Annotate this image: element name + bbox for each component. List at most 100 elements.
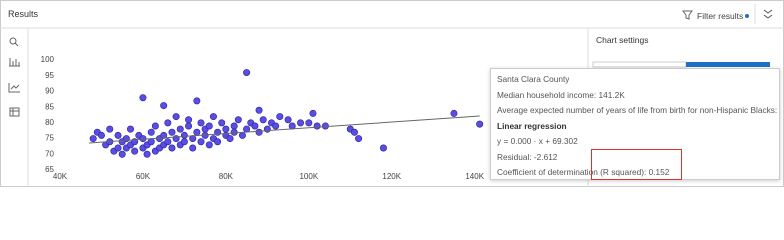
point <box>450 109 458 117</box>
y-tick-label: 65 <box>45 165 54 174</box>
point <box>147 138 155 146</box>
point <box>205 141 213 149</box>
point <box>172 113 180 121</box>
x-tick-label: 60K <box>136 172 151 181</box>
point <box>89 135 97 143</box>
x-tick-label: 40K <box>53 172 68 181</box>
page: 65 70 75 80 85 90 95 100 40K 60K 80K 100K 120K 140K R… <box>0 0 784 187</box>
point <box>205 122 213 130</box>
point <box>143 150 151 158</box>
point <box>127 125 135 133</box>
filter-icon[interactable] <box>682 10 693 20</box>
tooltip-title: Santa Clara County <box>497 74 570 84</box>
bar-icon[interactable] <box>9 58 20 67</box>
point <box>255 128 263 136</box>
y-tick-label: 70 <box>45 149 54 158</box>
point <box>234 116 242 124</box>
point <box>185 122 193 130</box>
y-tick-label: 85 <box>45 102 54 111</box>
point <box>272 122 280 130</box>
tooltip-stat: y = 0.000 · x + 69.302 <box>497 136 578 146</box>
point <box>230 122 238 130</box>
point <box>251 122 259 130</box>
point <box>218 119 226 127</box>
point <box>243 125 251 133</box>
point <box>114 144 122 152</box>
tab-active[interactable] <box>686 62 770 67</box>
x-tick-label: 140K <box>465 172 484 181</box>
point <box>305 119 313 127</box>
point <box>168 144 176 152</box>
tooltip: Santa Clara County Median household inco… <box>490 68 780 180</box>
header-title: Results <box>8 9 39 19</box>
y-tick-label: 75 <box>45 134 54 143</box>
point <box>476 120 484 128</box>
x-tick-label: 80K <box>219 172 234 181</box>
point <box>197 138 205 146</box>
zoom-icon[interactable] <box>9 37 17 45</box>
point <box>193 128 201 136</box>
point <box>147 128 155 136</box>
tooltip-section: Linear regression <box>497 120 567 131</box>
point <box>164 119 172 127</box>
point <box>214 138 222 146</box>
point <box>193 97 201 105</box>
highlight-box <box>591 149 682 180</box>
point <box>114 131 122 139</box>
tooltip-line: Median household income: 141.2K <box>497 89 625 100</box>
point <box>243 69 251 77</box>
point <box>97 131 105 139</box>
tab[interactable] <box>592 61 687 68</box>
point <box>139 94 147 102</box>
point <box>255 106 263 114</box>
point <box>313 122 321 130</box>
x-tick-label: 120K <box>382 172 401 181</box>
point <box>355 135 363 143</box>
tooltip-line: Average expected number of years of life… <box>497 105 780 115</box>
y-tick-label: 95 <box>45 71 54 80</box>
point <box>106 125 114 133</box>
table-icon[interactable] <box>9 107 20 117</box>
point <box>288 122 296 130</box>
point <box>284 116 292 124</box>
y-tick-label: 100 <box>41 55 55 64</box>
plot: 65 70 75 80 85 90 95 100 40K 60K 80K 100K 120K 140K <box>41 55 485 181</box>
trend-line <box>88 115 480 144</box>
point <box>131 147 139 155</box>
tooltip-stat: Residual: -2.612 <box>497 151 558 162</box>
point <box>238 131 246 139</box>
point <box>118 150 126 158</box>
point <box>185 116 193 124</box>
filter-button[interactable]: Filter results <box>697 11 744 21</box>
point <box>160 102 168 110</box>
point <box>180 138 188 146</box>
point <box>276 113 284 121</box>
point <box>222 125 230 133</box>
point <box>164 138 172 146</box>
y-tick-label: 90 <box>45 87 54 96</box>
canvas: 65 70 75 80 85 90 95 100 40K 60K 80K 100K 120K 140K <box>0 0 784 187</box>
tooltip-stat: Coefficient of determination (R squared)… <box>497 167 670 177</box>
point <box>297 119 305 127</box>
point <box>263 125 271 133</box>
point <box>379 144 387 152</box>
point <box>226 135 234 143</box>
point <box>168 128 176 136</box>
point <box>350 128 358 136</box>
filter-dot <box>745 14 749 18</box>
point <box>197 119 205 127</box>
point <box>259 116 267 124</box>
x-tick-label: 100K <box>299 172 318 181</box>
point <box>209 113 217 121</box>
point <box>160 131 168 139</box>
toolbar-icons <box>8 9 773 117</box>
y-tick-label: 80 <box>45 118 54 127</box>
point <box>151 122 159 130</box>
point <box>139 135 147 143</box>
point <box>176 125 184 133</box>
collapse-icon[interactable] <box>763 9 773 19</box>
panel-title: Chart settings <box>596 35 649 45</box>
scatter-icon[interactable] <box>8 83 20 93</box>
point <box>189 144 197 152</box>
point <box>309 109 317 117</box>
